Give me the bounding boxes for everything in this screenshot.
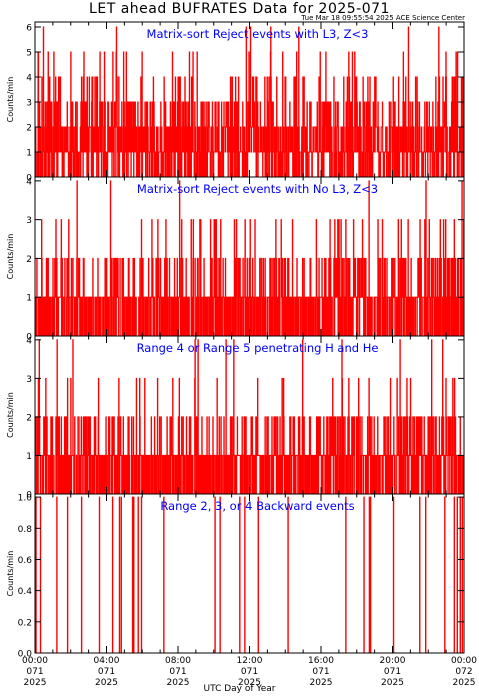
y-tick-label: 0.6 <box>18 556 33 566</box>
x-tick-label-year: 2025 <box>95 678 118 688</box>
y-tick-label: 1 <box>26 294 32 304</box>
x-tick-label-doy: 071 <box>169 667 186 677</box>
x-tick-label-year: 2025 <box>238 678 261 688</box>
y-tick-label: 3 <box>26 216 32 226</box>
x-tick-label-doy: 071 <box>26 667 43 677</box>
y-axis-label-1: Counts/min <box>6 77 15 123</box>
y-tick-label: 1 <box>26 452 32 462</box>
y-tick-label: 0.2 <box>18 618 32 628</box>
series-line-panel-4 <box>35 496 464 654</box>
x-tick-label-time: 08:00 <box>165 656 191 666</box>
x-tick-label-time: 16:00 <box>308 656 334 666</box>
y-tick-label: 2 <box>26 124 32 134</box>
x-tick-label-doy: 071 <box>312 667 329 677</box>
y-tick-label: 4 <box>26 336 32 346</box>
series-line-panel-2 <box>34 180 465 337</box>
y-tick-label: 0.8 <box>18 525 33 535</box>
series-line-panel-1 <box>34 26 465 178</box>
x-tick-label-year: 2025 <box>167 678 190 688</box>
y-axis-label-2: Counts/min <box>6 234 15 280</box>
y-tick-label: 2 <box>26 413 32 423</box>
x-tick-label-doy: 072 <box>455 667 472 677</box>
y-tick-label: 1 <box>26 149 32 159</box>
y-tick-label: 0 <box>26 491 32 501</box>
y-tick-label: 5 <box>26 49 32 59</box>
panel-title-3: Range 4 or Range 5 penetrating H and He <box>137 341 379 355</box>
y-axis-label-4: Counts/min <box>6 551 15 597</box>
y-tick-label: 1.0 <box>18 494 33 504</box>
x-tick-label-doy: 071 <box>241 667 258 677</box>
panel-title-1: Matrix-sort Reject events with L3, Z<3 <box>147 27 369 41</box>
series-line-panel-3 <box>34 339 465 495</box>
chart-title: LET ahead BUFRATES Data for 2025-071 <box>89 1 390 17</box>
x-tick-label-doy: 071 <box>384 667 401 677</box>
panel-title-4: Range 2, 3, or 4 Backward events <box>160 499 354 513</box>
x-tick-label-year: 2025 <box>24 678 47 688</box>
y-tick-label: 0 <box>26 174 32 184</box>
x-tick-label-time: 12:00 <box>237 656 263 666</box>
x-tick-label-time: 04:00 <box>94 656 120 666</box>
y-tick-label: 0.0 <box>18 650 33 660</box>
x-tick-label-time: 20:00 <box>380 656 406 666</box>
y-axis-label-3: Counts/min <box>6 392 15 438</box>
y-tick-label: 0 <box>26 333 32 343</box>
y-tick-label: 3 <box>26 99 32 109</box>
y-tick-label: 2 <box>26 255 32 265</box>
x-tick-label-year: 2025 <box>310 678 333 688</box>
timestamp: Tue Mar 18 09:55:54 2025 ACE Science Cen… <box>301 14 465 22</box>
panel-title-2: Matrix-sort Reject events with No L3, Z<… <box>137 182 378 196</box>
y-tick-label: 6 <box>26 24 32 34</box>
x-tick-label-year: 2025 <box>381 678 404 688</box>
y-tick-label: 0.4 <box>18 587 33 597</box>
x-tick-label-year: 2025 <box>453 678 476 688</box>
x-tick-label-doy: 071 <box>98 667 115 677</box>
x-axis-label: UTC Day of Year <box>203 684 276 694</box>
x-tick-label-time: 00:00 <box>22 656 48 666</box>
y-tick-label: 4 <box>26 177 32 187</box>
y-tick-label: 4 <box>26 74 32 84</box>
y-tick-label: 3 <box>26 375 32 385</box>
x-tick-label-time: 00:00 <box>451 656 477 666</box>
